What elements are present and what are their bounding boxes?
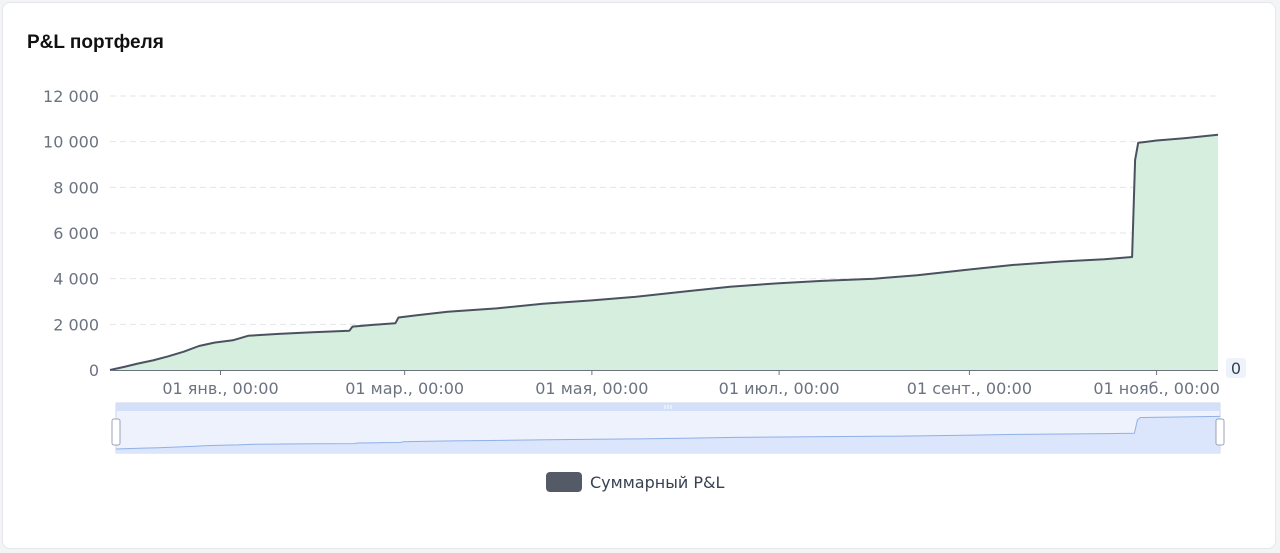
y-tick-label: 10 000 <box>43 133 99 152</box>
y-tick-label: 2 000 <box>53 315 99 334</box>
slider-preview-area <box>116 416 1220 453</box>
series-area-fill <box>110 134 1218 370</box>
slider-left-handle[interactable] <box>111 418 121 446</box>
x-axis: 01 янв., 00:00 01 мар., 00:00 01 мая, 00:0… <box>162 370 1220 398</box>
y-axis: 0 2 000 4 000 6 000 8 000 10 000 12 000 <box>43 87 99 380</box>
y-tick-label: 8 000 <box>53 178 99 197</box>
legend-label: Суммарный P&L <box>590 472 725 492</box>
chart-legend[interactable]: Суммарный P&L <box>546 472 724 492</box>
x-tick-label: 01 мар., 00:00 <box>345 379 464 398</box>
x-tick-label: 01 мая, 00:00 <box>535 379 648 398</box>
slider-handle-label: 0 <box>1231 359 1241 378</box>
x-tick-label: 01 июл., 00:00 <box>719 379 840 398</box>
chart-title: P&L портфеля <box>27 32 164 53</box>
series-area <box>109 133 1219 371</box>
y-tick-label: 6 000 <box>53 224 99 243</box>
slider-right-handle[interactable] <box>1215 418 1225 446</box>
series-line <box>109 133 1219 371</box>
x-tick-label: 01 нояб., 00:00 <box>1093 379 1220 398</box>
y-tick-label: 4 000 <box>53 270 99 289</box>
data-zoom-slider[interactable]: 0 <box>111 358 1246 454</box>
x-tick-label: 01 янв., 00:00 <box>162 379 278 398</box>
slider-preview-line <box>115 415 1221 450</box>
x-tick-label: 01 сент., 00:00 <box>907 379 1032 398</box>
slider-handle-label-bg <box>1226 358 1246 378</box>
y-tick-label: 0 <box>89 361 99 380</box>
y-tick-label: 12 000 <box>43 87 99 106</box>
legend-swatch <box>546 472 582 492</box>
